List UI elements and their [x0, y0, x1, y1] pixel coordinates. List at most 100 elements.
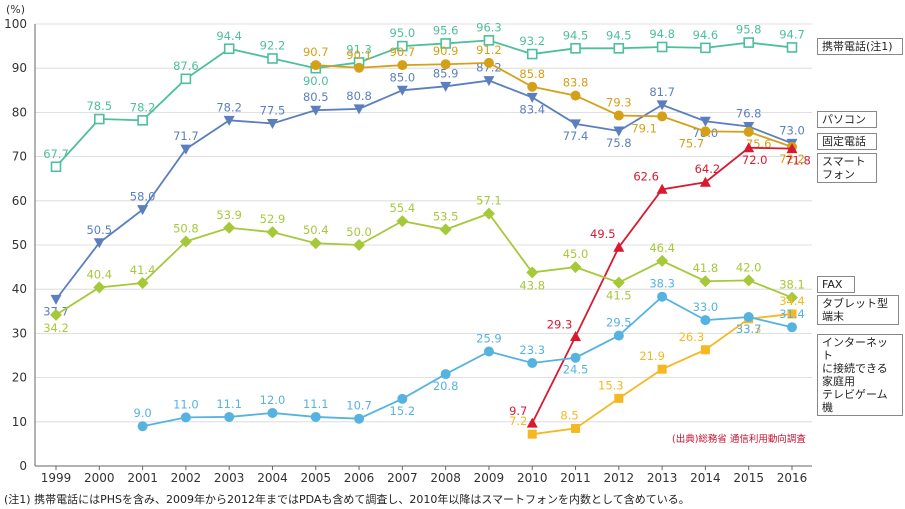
data-label-5-14: 21.9: [639, 349, 665, 363]
data-point-6-3: [180, 412, 191, 423]
y-tick-label: 30: [12, 326, 27, 340]
data-point-4-2: [136, 277, 149, 290]
data-point-4-4: [223, 221, 236, 234]
data-point-4-15: [699, 275, 712, 288]
data-label-4-4: 53.9: [216, 208, 242, 222]
data-label-6-13: 29.5: [606, 316, 632, 330]
data-label-6-3: 11.0: [173, 397, 199, 411]
data-label-0-3: 87.6: [173, 59, 199, 73]
data-point-4-3: [179, 235, 192, 248]
data-point-2-15: [700, 126, 711, 137]
data-label-6-17: 31.4: [779, 307, 805, 321]
data-point-0-10: [483, 35, 495, 46]
data-label-2-7: 90.1: [346, 48, 372, 62]
x-tick-label: 2005: [300, 471, 331, 485]
data-label-1-7: 80.8: [346, 89, 372, 103]
data-point-0-13: [613, 43, 625, 54]
y-tick-label: 70: [12, 150, 27, 164]
data-label-2-14: 79.1: [631, 121, 657, 135]
data-label-0-6: 90.0: [303, 74, 329, 88]
x-tick-label: 2006: [344, 471, 375, 485]
data-point-5-15: [700, 345, 710, 355]
series-line-4: [55, 212, 793, 316]
legend-game-console: インターネット に接続できる 家庭用 テレビゲーム機: [817, 334, 903, 416]
data-label-1-9: 85.9: [433, 66, 459, 80]
data-point-6-2: [137, 421, 148, 432]
data-point-2-8: [397, 60, 408, 71]
data-point-0-5: [267, 53, 278, 64]
data-label-4-9: 53.5: [433, 210, 459, 224]
data-label-6-10: 25.9: [476, 332, 502, 346]
data-label-0-16: 95.8: [736, 23, 762, 37]
data-label-1-6: 80.5: [303, 90, 329, 104]
data-label-5-12: 8.5: [560, 408, 578, 422]
y-axis-unit: (%): [6, 3, 26, 16]
data-point-1-2: [137, 205, 149, 216]
data-label-4-11: 43.8: [519, 278, 545, 292]
legend-pc: パソコン: [817, 111, 877, 128]
data-point-6-14: [657, 291, 668, 302]
data-point-4-9: [439, 223, 452, 236]
data-label-5-15: 26.3: [679, 330, 705, 344]
y-tick-label: 10: [12, 415, 27, 429]
data-point-4-16: [742, 274, 755, 287]
x-tick-label: 2004: [257, 471, 288, 485]
data-point-0-4: [223, 43, 235, 55]
x-tick-label: 2016: [777, 471, 808, 485]
data-label-1-2: 58.0: [130, 190, 156, 204]
x-tick-label: 2009: [474, 471, 505, 485]
data-point-2-13: [613, 110, 624, 121]
y-tick-label: 20: [12, 371, 27, 385]
data-point-4-14: [656, 254, 669, 267]
data-point-6-4: [224, 411, 235, 422]
data-point-1-5: [266, 118, 278, 129]
data-point-6-9: [440, 369, 451, 380]
data-label-0-1: 78.5: [86, 99, 112, 113]
data-label-0-14: 94.8: [649, 27, 675, 41]
data-point-6-12: [570, 352, 581, 363]
data-label-4-8: 55.4: [390, 201, 416, 215]
data-label-2-9: 90.9: [433, 44, 459, 58]
data-label-4-5: 52.9: [260, 212, 286, 226]
legend-mobile-phone: 携帯電話(注1): [817, 38, 903, 55]
x-tick-label: 2000: [84, 471, 115, 485]
data-label-0-17: 94.7: [779, 27, 805, 41]
data-label-5-13: 15.3: [598, 378, 624, 392]
data-point-1-10: [483, 76, 495, 87]
data-point-6-5: [267, 407, 278, 418]
data-point-2-7: [354, 62, 365, 73]
data-label-4-14: 46.4: [649, 241, 675, 255]
data-label-2-13: 79.3: [606, 95, 632, 109]
data-label-4-3: 50.8: [173, 221, 199, 235]
y-tick-label: 60: [12, 194, 27, 208]
x-tick-label: 2003: [214, 471, 245, 485]
data-label-0-10: 96.3: [476, 20, 502, 34]
data-label-6-6: 11.1: [303, 397, 329, 411]
data-label-6-4: 11.1: [216, 397, 242, 411]
data-label-1-16: 76.8: [736, 107, 762, 121]
data-label-1-13: 75.8: [606, 136, 632, 150]
data-point-1-13: [613, 126, 625, 137]
data-point-6-6: [310, 411, 321, 422]
data-label-4-7: 50.0: [346, 225, 372, 239]
data-point-1-11: [526, 92, 538, 103]
data-point-1-1: [93, 238, 105, 249]
data-point-1-7: [353, 104, 365, 115]
data-label-6-2: 9.0: [133, 406, 151, 420]
data-label-0-0: 67.7: [43, 147, 69, 161]
data-point-2-6: [310, 60, 321, 71]
data-point-6-7: [354, 413, 365, 424]
x-tick-label: 1999: [41, 471, 72, 485]
data-point-5-12: [571, 423, 581, 433]
data-label-0-11: 93.2: [519, 34, 545, 48]
x-tick-label: 2014: [690, 471, 721, 485]
data-label-2-17: 72.2: [779, 152, 805, 166]
data-point-2-16: [743, 126, 754, 137]
data-label-2-10: 91.2: [476, 43, 502, 57]
data-point-1-4: [223, 115, 235, 126]
data-point-3-13: [613, 241, 625, 252]
data-point-6-8: [397, 393, 408, 404]
legend-fax: FAX: [817, 276, 855, 293]
x-tick-label: 2011: [560, 471, 591, 485]
data-point-1-12: [570, 119, 582, 130]
